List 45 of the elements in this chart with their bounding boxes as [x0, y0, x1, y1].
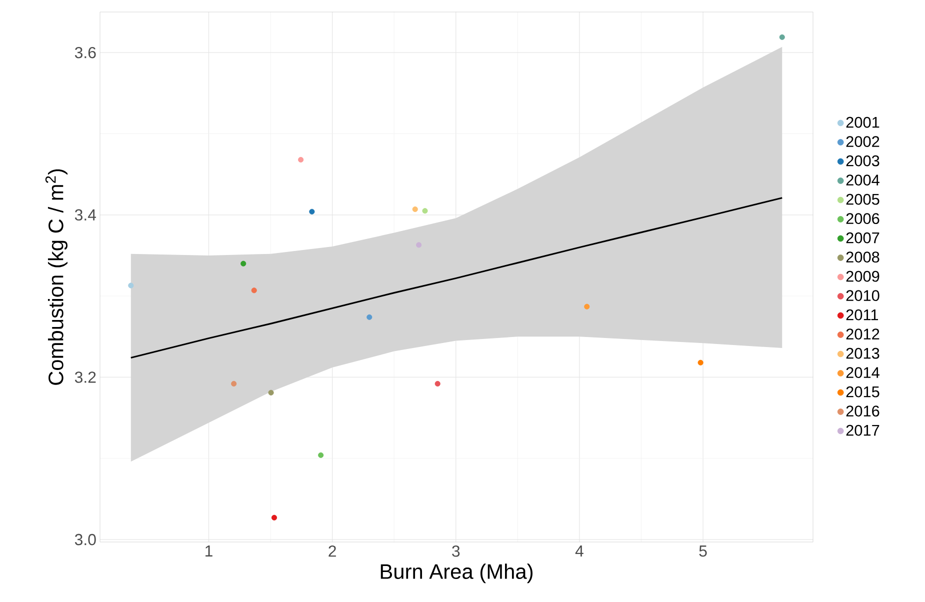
y-tick-label: 3.2	[74, 372, 96, 383]
legend-label: 2008	[846, 252, 880, 263]
point	[309, 208, 315, 214]
x-tick-label: 4	[575, 546, 584, 556]
point	[698, 360, 704, 366]
point	[268, 390, 274, 396]
point	[271, 514, 278, 520]
legend-label: 2009	[846, 270, 880, 282]
point	[366, 314, 372, 320]
point	[251, 288, 257, 294]
legend-label: 2003	[846, 155, 880, 166]
x-axis-title: Burn Area (Mha)	[380, 564, 532, 584]
legend-label: 2004	[846, 174, 880, 186]
y-tick-label: 3.0	[74, 534, 96, 546]
legend-label: 2010	[846, 290, 880, 302]
point	[422, 208, 428, 214]
legend-label: 2002	[846, 136, 880, 148]
y-tick-label: 3.4	[74, 209, 96, 221]
point	[240, 260, 246, 266]
point	[412, 206, 418, 212]
point	[434, 380, 440, 387]
point	[416, 242, 422, 248]
x-tick-label: 3	[452, 546, 460, 557]
x-tick-label: 1	[206, 546, 212, 556]
point	[231, 380, 237, 387]
point	[128, 282, 134, 288]
point	[779, 34, 785, 40]
legend-label: 2015	[846, 386, 880, 398]
legend-label: 2013	[846, 348, 880, 359]
legend-label: 2016	[846, 406, 880, 417]
legend-label: 2017	[846, 424, 880, 436]
y-axis-title: Combustion (kg C / m$^{2}$)	[45, 169, 68, 385]
legend-label: 2001	[846, 116, 880, 128]
point	[298, 156, 304, 163]
legend-label: 2007	[846, 232, 880, 244]
legend-label: 2006	[846, 213, 880, 224]
point	[318, 452, 324, 458]
point	[584, 304, 590, 310]
y-tick-label: 3.6	[74, 46, 96, 58]
x-tick-label: 2	[328, 546, 336, 557]
legend-label: 2014	[846, 367, 880, 378]
x-tick-label: 5	[699, 546, 707, 557]
legend-label: 2012	[846, 328, 880, 340]
legend-label: 2011	[846, 309, 878, 320]
legend-label: 2005	[846, 194, 880, 205]
